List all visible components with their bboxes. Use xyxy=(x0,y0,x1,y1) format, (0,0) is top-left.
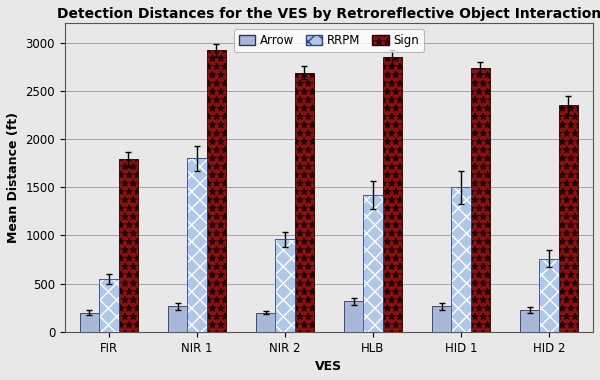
Title: Detection Distances for the VES by Retroreflective Object Interaction: Detection Distances for the VES by Retro… xyxy=(57,7,600,21)
Bar xyxy=(451,187,470,332)
Bar xyxy=(99,279,119,332)
Bar xyxy=(363,195,383,332)
Bar xyxy=(119,159,138,332)
Bar xyxy=(295,73,314,332)
Bar xyxy=(168,306,187,332)
Bar xyxy=(432,306,451,332)
Bar xyxy=(275,239,295,332)
Bar xyxy=(187,158,206,332)
Y-axis label: Mean Distance (ft): Mean Distance (ft) xyxy=(7,112,20,243)
Bar xyxy=(256,312,275,332)
Bar xyxy=(559,105,578,332)
Bar xyxy=(363,195,383,332)
Bar xyxy=(383,57,402,332)
Bar xyxy=(275,239,295,332)
X-axis label: VES: VES xyxy=(316,360,343,373)
Bar xyxy=(539,258,559,332)
Bar xyxy=(520,310,539,332)
Bar xyxy=(344,301,363,332)
Bar xyxy=(187,158,206,332)
Bar xyxy=(99,279,119,332)
Legend: Arrow, RRPM, Sign: Arrow, RRPM, Sign xyxy=(234,29,424,52)
Bar xyxy=(206,51,226,332)
Bar xyxy=(80,312,99,332)
Bar xyxy=(451,187,470,332)
Bar xyxy=(470,68,490,332)
Bar xyxy=(539,258,559,332)
